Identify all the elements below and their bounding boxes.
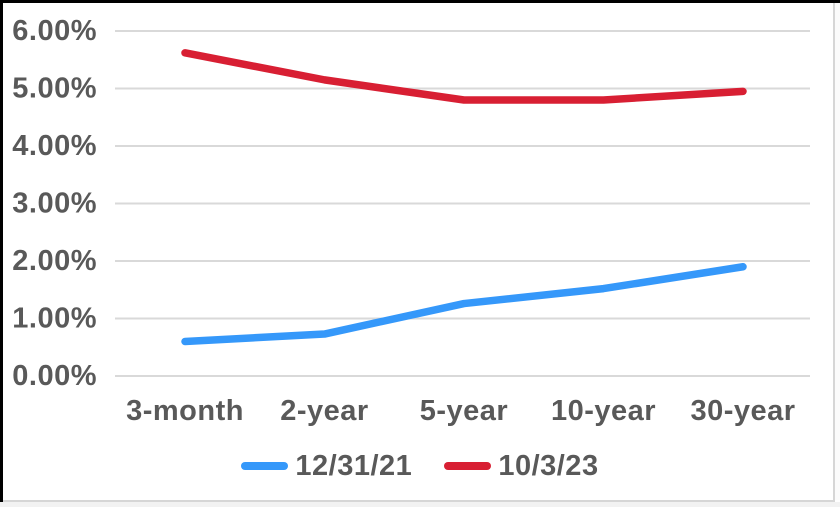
series-line-12-31-21 bbox=[181, 263, 747, 346]
frame-border-left bbox=[0, 0, 3, 502]
x-axis-tick-label: 10-year bbox=[551, 395, 656, 427]
y-axis-tick-label: 2.00% bbox=[12, 245, 97, 277]
x-axis-tick-label: 5-year bbox=[420, 395, 508, 427]
frame-border-top bbox=[0, 0, 840, 3]
legend-item-10-3-23: 10/3/23 bbox=[444, 450, 598, 483]
margin-strip-bottom bbox=[0, 502, 840, 507]
x-axis-tick-label: 30-year bbox=[690, 395, 795, 427]
y-axis-tick-label: 6.00% bbox=[12, 15, 97, 47]
legend-label: 12/31/21 bbox=[295, 449, 413, 482]
chart-edge-right bbox=[833, 3, 835, 501]
legend: 12/31/21 10/3/23 bbox=[0, 446, 840, 486]
y-axis-tick-label: 5.00% bbox=[12, 73, 97, 105]
series-line-10-3-23 bbox=[181, 49, 747, 104]
legend-label: 10/3/23 bbox=[498, 449, 599, 482]
y-axis-tick-label: 4.00% bbox=[12, 130, 97, 162]
chart-edge-bottom bbox=[3, 500, 835, 502]
x-axis-tick-label: 3-month bbox=[126, 395, 244, 427]
x-axis-tick-label: 2-year bbox=[280, 395, 368, 427]
y-axis-tick-label: 1.00% bbox=[12, 303, 97, 335]
y-axis-tick-label: 3.00% bbox=[12, 188, 97, 220]
legend-swatch-blue bbox=[241, 462, 289, 470]
legend-swatch-red bbox=[444, 462, 492, 470]
margin-strip-right bbox=[835, 3, 840, 500]
y-axis-tick-label: 0.00% bbox=[12, 360, 97, 392]
legend-item-12-31-21: 12/31/21 bbox=[241, 450, 412, 483]
